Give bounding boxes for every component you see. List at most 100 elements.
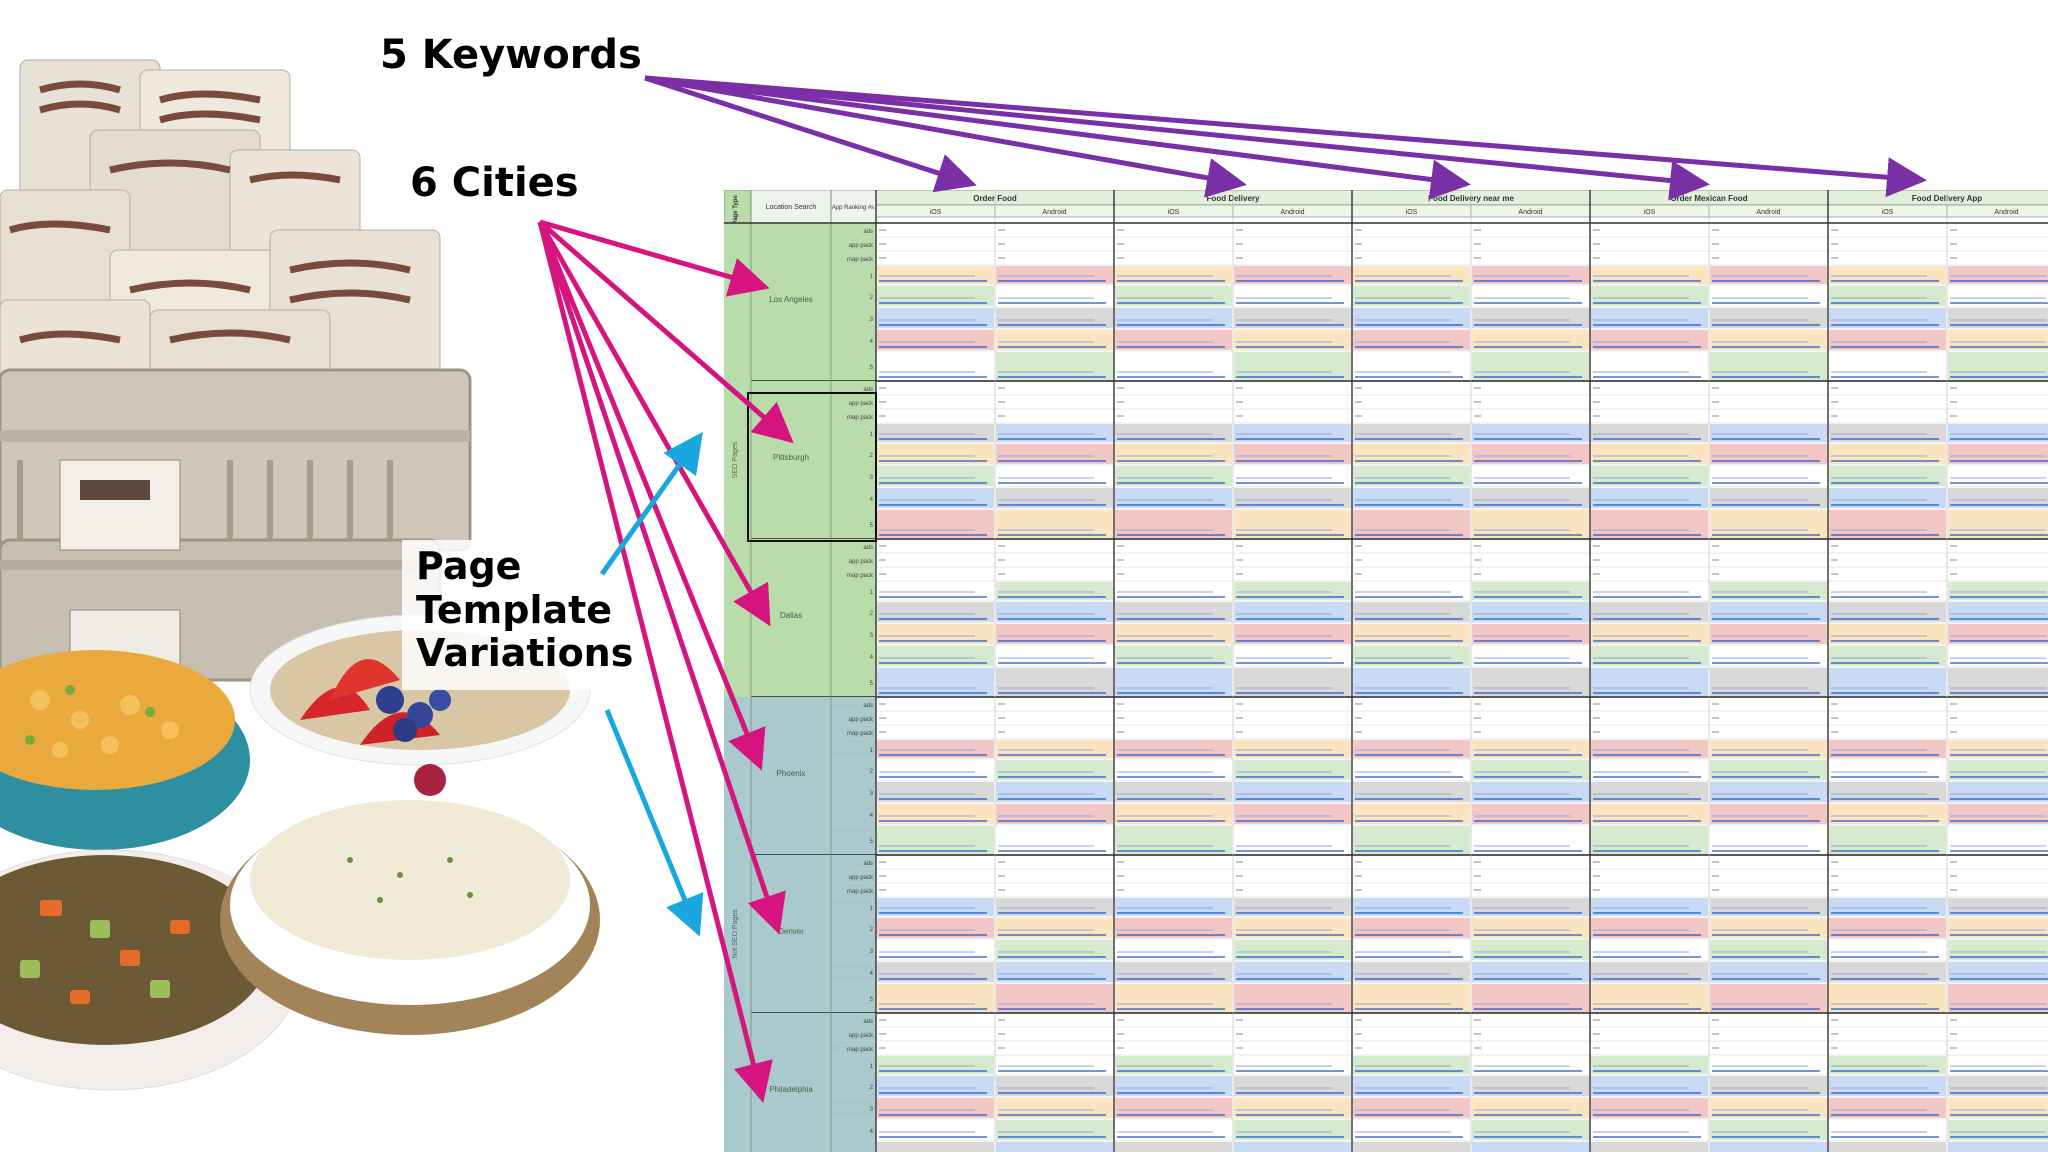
result-cell [877, 466, 994, 486]
result-cell [1948, 1028, 2048, 1040]
result-cell [1710, 424, 1827, 442]
result-cell [1829, 308, 1946, 328]
result-cell [1829, 962, 1946, 982]
template-callout-line-2: Template [416, 587, 613, 632]
result-cell [1829, 352, 1946, 380]
result-cell [1948, 540, 2048, 552]
result-cell [1234, 352, 1351, 380]
result-cell [1710, 1014, 1827, 1026]
result-cell [1472, 510, 1589, 538]
result-cell [1948, 382, 2048, 394]
result-cell [877, 1120, 994, 1140]
result-cell [877, 488, 994, 508]
platform-header: iOS [1644, 209, 1656, 216]
result-cell [1710, 870, 1827, 882]
result-cell [1710, 510, 1827, 538]
result-cell [877, 1042, 994, 1054]
result-cell [1948, 1076, 2048, 1096]
result-cell [877, 1098, 994, 1118]
result-cell [877, 330, 994, 350]
result-cell [1710, 1120, 1827, 1140]
result-cell [1948, 224, 2048, 236]
result-cell [1115, 352, 1232, 380]
result-cell [1115, 488, 1232, 508]
result-cell [1115, 740, 1232, 758]
platform-header: iOS [930, 209, 942, 216]
rank-row-label: map pack [847, 1047, 874, 1053]
result-cell [1353, 510, 1470, 538]
result-cell [1353, 1120, 1470, 1140]
location-header-cell [750, 190, 832, 224]
result-cell [1829, 424, 1946, 442]
rank-row-label: 5 [870, 681, 874, 687]
result-cell [996, 330, 1113, 350]
result-cell [1710, 352, 1827, 380]
result-cell [1115, 466, 1232, 486]
result-cell [1472, 1014, 1589, 1026]
result-cell [996, 1076, 1113, 1096]
result-cell [1234, 424, 1351, 442]
result-cell [1591, 760, 1708, 780]
result-cell [1710, 826, 1827, 854]
keywords-callout: 5 Keywords [380, 32, 642, 78]
rank-row-label: app pack [849, 559, 874, 565]
result-cell [1353, 488, 1470, 508]
result-cell [877, 602, 994, 622]
result-cell [877, 238, 994, 250]
result-cell [1115, 984, 1232, 1012]
result-cell [1829, 712, 1946, 724]
result-cell [996, 884, 1113, 896]
result-cell [996, 760, 1113, 780]
result-cell [1591, 884, 1708, 896]
result-cell [1591, 352, 1708, 380]
result-cell [1353, 898, 1470, 916]
result-cell [1472, 266, 1589, 284]
result-cell [1115, 782, 1232, 802]
result-cell [1234, 1098, 1351, 1118]
result-cell [1829, 1028, 1946, 1040]
result-cell [1115, 940, 1232, 960]
result-cell [1591, 1014, 1708, 1026]
result-cell [1115, 568, 1232, 580]
rank-row-label: 2 [870, 769, 874, 775]
result-cell [1591, 330, 1708, 350]
result-cell [1472, 352, 1589, 380]
result-cell [1353, 582, 1470, 600]
result-cell [1710, 540, 1827, 552]
result-cell [1948, 940, 2048, 960]
platform-header: iOS [1168, 209, 1180, 216]
result-cell [1829, 804, 1946, 824]
result-cell [1591, 1076, 1708, 1096]
result-cell [996, 646, 1113, 666]
result-cell [877, 760, 994, 780]
result-cell [1472, 602, 1589, 622]
result-cell [877, 898, 994, 916]
result-cell [1234, 856, 1351, 868]
result-cell [1115, 624, 1232, 644]
result-cell [1948, 668, 2048, 696]
result-cell [877, 1014, 994, 1026]
result-cell [996, 712, 1113, 724]
result-cell [1829, 330, 1946, 350]
result-cell [1353, 870, 1470, 882]
result-cell [1829, 540, 1946, 552]
result-cell [1234, 382, 1351, 394]
result-cell [1591, 540, 1708, 552]
result-cell [1829, 1014, 1946, 1026]
rank-row-label: app pack [849, 1033, 874, 1039]
result-cell [1472, 540, 1589, 552]
result-cell [1353, 760, 1470, 780]
result-cell [996, 1098, 1113, 1118]
rank-row-label: 1 [870, 748, 874, 754]
result-cell [1829, 568, 1946, 580]
result-cell [1353, 856, 1470, 868]
result-cell [1353, 568, 1470, 580]
result-cell [1115, 962, 1232, 982]
result-cell [1710, 940, 1827, 960]
result-cell [1710, 444, 1827, 464]
result-cell [1591, 488, 1708, 508]
result-cell [1829, 224, 1946, 236]
rank-row-label: 2 [870, 453, 874, 459]
result-cell [1353, 668, 1470, 696]
result-cell [1472, 712, 1589, 724]
